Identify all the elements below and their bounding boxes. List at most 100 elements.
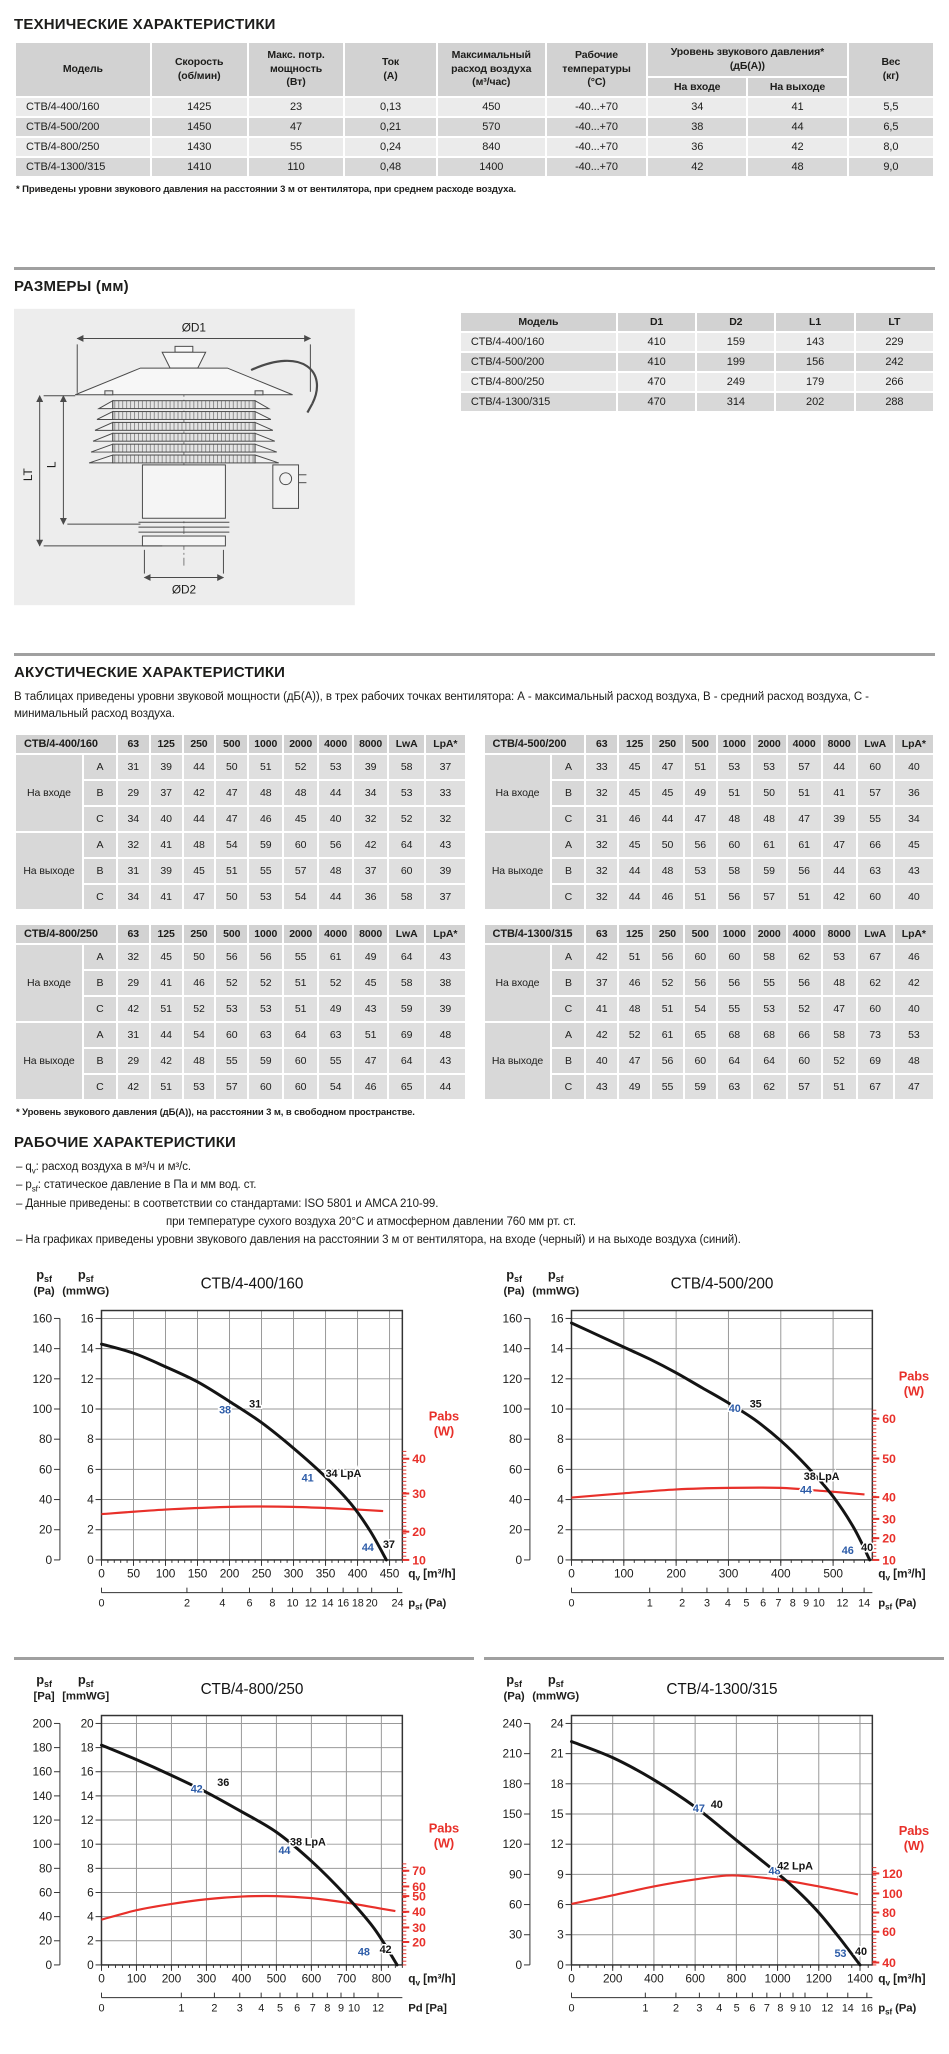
svg-text:0: 0: [46, 1553, 53, 1567]
freq-col-header: 63: [117, 924, 149, 943]
value-cell: 49: [684, 780, 716, 805]
value-cell: 0,13: [345, 98, 436, 117]
value-cell: 62: [752, 1074, 786, 1099]
chart-cell: CTB/4-800/250 0 20 40 60 80 100 120 140 160 180 200…: [14, 1649, 474, 2054]
freq-col-header: 2000: [752, 924, 786, 943]
power-curve: [101, 1895, 396, 1922]
value-cell: 60: [717, 944, 751, 969]
value-cell: 56: [216, 944, 248, 969]
svg-text:0: 0: [98, 1567, 105, 1581]
point-label: C: [83, 1074, 116, 1099]
value-cell: 50: [216, 754, 248, 779]
svg-text:60: 60: [39, 1463, 52, 1477]
value-cell: 60: [857, 884, 893, 909]
svg-text:(W): (W): [904, 1384, 924, 1399]
value-cell: 42: [117, 996, 149, 1021]
model-cell: CTB/4-800/250: [16, 138, 150, 157]
freq-col-header: 8000: [822, 924, 856, 943]
acoustic-model-header: CTB/4-400/160: [16, 734, 116, 753]
value-cell: -40...+70: [546, 118, 647, 137]
value-cell: 61: [787, 832, 821, 857]
pa-axis: 0 30 60 90 120 150 180 210 240 psf (Pa): [503, 1672, 531, 1972]
point-label: C: [552, 1074, 585, 1099]
svg-text:50: 50: [412, 1890, 426, 1904]
svg-text:9: 9: [790, 2003, 796, 2015]
svg-text:12: 12: [305, 1598, 317, 1610]
row-group-label: На выходе: [484, 832, 551, 909]
freq-col-header: 63: [117, 734, 149, 753]
svg-text:8: 8: [777, 2003, 783, 2015]
value-cell: 66: [857, 832, 893, 857]
value-cell: 47: [619, 1048, 651, 1073]
value-cell: 32: [586, 884, 618, 909]
value-cell: 64: [389, 832, 425, 857]
value-cell: 55: [319, 1048, 353, 1073]
svg-text:0: 0: [568, 1972, 575, 1986]
row-group-label: На входе: [16, 944, 82, 1021]
dims-table-row: CTB/4-1300/315 470 314 202 288: [460, 393, 933, 412]
value-cell: 53: [822, 944, 856, 969]
sound-level-annotation: 34 LpA: [326, 1468, 362, 1480]
value-cell: 52: [389, 806, 425, 831]
value-cell: 0,24: [345, 138, 436, 157]
dims-col-header: LT: [855, 313, 933, 332]
acoustic-table-row: На входе A 31 39 44 50 51 52 53 39 58 37: [16, 754, 465, 831]
model-cell: CTB/4-500/200: [460, 353, 616, 372]
value-cell: 51: [150, 1074, 182, 1099]
value-cell: 32: [117, 832, 149, 857]
value-cell: 42: [117, 1074, 149, 1099]
point-label: C: [83, 884, 116, 909]
value-cell: 56: [717, 970, 751, 995]
value-cell: 56: [319, 832, 353, 857]
dimensions-section: ØD1 ØD2 LT L Модель D1 D2 L1 LT CTB/4-400/160…: [14, 307, 935, 607]
svg-text:psf (Pa): psf (Pa): [878, 1598, 916, 1612]
freq-col-header: 8000: [354, 734, 388, 753]
acoustic-intro: В таблицах приведены уровни звуковой мощ…: [14, 691, 869, 720]
value-cell: 45: [354, 970, 388, 995]
tech-table-row: CTB/4-800/250 1430 55 0,24 840 -40...+70 36 42 8…: [16, 138, 933, 157]
svg-text:240: 240: [503, 1717, 523, 1731]
value-cell: 31: [586, 806, 618, 831]
svg-text:12: 12: [551, 1838, 564, 1852]
value-cell: 48: [183, 1048, 215, 1073]
value-cell: 43: [426, 832, 465, 857]
svg-text:(W): (W): [434, 1836, 454, 1851]
value-cell: 44: [619, 858, 651, 883]
pd-axis: 0 1 2 3 4 5 6 7 8 9 10 12 14 16 psf (Pa): [569, 1993, 917, 2017]
model-cell: CTB/4-400/160: [460, 333, 616, 352]
svg-text:6: 6: [87, 1886, 94, 1900]
svg-text:12: 12: [372, 2003, 384, 2015]
value-cell: 44: [652, 806, 683, 831]
sound-level-annotation: 42: [191, 1784, 203, 1796]
chart-grid: [101, 1715, 403, 1966]
tech-table: Модель Скорость (об/мин) Макс. потр. мощност…: [14, 41, 935, 178]
svg-text:0: 0: [569, 1598, 575, 1610]
value-cell: 53: [249, 884, 283, 909]
section-divider: [14, 267, 935, 271]
acoustic-table-row: B 31 39 45 51 55 57 48 37 60 39: [16, 858, 465, 883]
svg-text:200: 200: [220, 1567, 240, 1581]
power-curve: [571, 1874, 859, 1906]
value-cell: 48: [717, 806, 751, 831]
value-cell: 29: [117, 1048, 149, 1073]
svg-text:24: 24: [392, 1598, 404, 1610]
value-cell: 570: [437, 118, 545, 137]
value-cell: 52: [619, 1022, 651, 1047]
value-cell: 52: [787, 996, 821, 1021]
pd-axis: 0 1 2 3 4 5 6 7 8 9 10 12 Pd [Pa]: [99, 1993, 447, 2015]
value-cell: 53: [684, 858, 716, 883]
freq-col-header: 1000: [717, 924, 751, 943]
value-cell: 48: [894, 1048, 933, 1073]
freq-col-header: LwA: [857, 924, 893, 943]
value-cell: 58: [822, 1022, 856, 1047]
acoustic-model-header: CTB/4-800/250: [16, 924, 116, 943]
model-cell: CTB/4-800/250: [460, 373, 616, 392]
value-cell: 229: [855, 333, 933, 352]
svg-text:2: 2: [87, 1523, 94, 1537]
power-curve: [571, 1486, 865, 1500]
value-cell: 46: [894, 944, 933, 969]
svg-text:12: 12: [81, 1372, 94, 1386]
qv-axis: 0 50 100 150 200 250 300 350 400 450 qv [m³/h]: [98, 1560, 456, 1583]
value-cell: 0,48: [345, 158, 436, 177]
value-cell: 53: [717, 754, 751, 779]
